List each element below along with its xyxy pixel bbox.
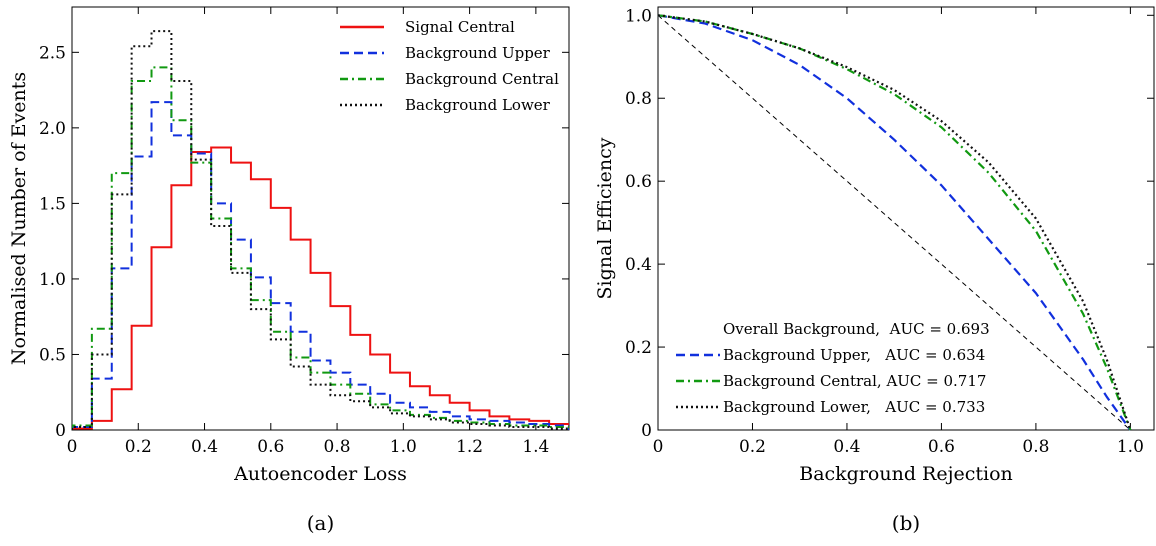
x-tick-label: 0.8 xyxy=(1022,437,1049,457)
legend-label: Signal Central xyxy=(405,18,515,36)
x-tick-label: 0.8 xyxy=(324,437,351,457)
x-tick-label: 1.4 xyxy=(522,437,549,457)
y-tick-label: 0.2 xyxy=(625,338,652,358)
x-tick-label: 0.2 xyxy=(739,437,766,457)
plot-frame xyxy=(71,6,570,431)
x-tick-label: 0.2 xyxy=(125,437,152,457)
x-tick-label: 1.0 xyxy=(1117,437,1144,457)
y-axis-label: Normalised Number of Events xyxy=(8,72,30,365)
legend-label: Background Lower, AUC = 0.733 xyxy=(723,398,985,416)
histogram-series-2 xyxy=(72,66,569,430)
y-tick-label: 1.5 xyxy=(39,194,66,214)
roc-panel: 0 0.2 0.4 0.6 0.8 1.0 0 0.2 0.4 0.6 0.8 1.0 Backgrou… xyxy=(594,6,1155,535)
y-tick-label: 2.0 xyxy=(39,119,66,139)
histogram-series-0 xyxy=(72,146,569,430)
x-tick-label: 0.6 xyxy=(257,437,284,457)
x-axis-label: Background Rejection xyxy=(799,463,1013,485)
x-tick-label: 1.2 xyxy=(456,437,483,457)
y-tick-label: 2.5 xyxy=(39,43,66,63)
y-tick-label: 0 xyxy=(55,421,66,441)
roc-series-1 xyxy=(657,14,1132,431)
legend-label: Background Upper xyxy=(405,44,551,62)
legend-label: Background Central, AUC = 0.717 xyxy=(723,372,986,390)
legend-label: Overall Background, AUC = 0.693 xyxy=(723,320,990,338)
roc-series-0 xyxy=(657,14,1131,431)
x-tick-label: 0 xyxy=(653,437,664,457)
legend-label: Background Upper, AUC = 0.634 xyxy=(723,346,985,364)
panel-caption: (a) xyxy=(307,511,335,535)
y-tick-label: 1.0 xyxy=(39,270,66,290)
x-tick-label: 0 xyxy=(67,437,78,457)
plot-frame xyxy=(657,6,1155,431)
y-tick-label: 0.8 xyxy=(625,89,652,109)
legend-label: Background Central xyxy=(405,70,559,88)
histogram-panel: 0 0.2 0.4 0.6 0.8 1.0 1.2 1.4 0 0.5 1.0 1.5 2.0 2.5 Au… xyxy=(8,6,570,535)
y-tick-label: 1.0 xyxy=(625,6,652,26)
x-tick-label: 0.4 xyxy=(833,437,860,457)
x-tick-label: 0.4 xyxy=(191,437,218,457)
x-tick-label: 0.6 xyxy=(928,437,955,457)
legend-label: Background Lower xyxy=(405,96,551,114)
y-tick-label: 0.5 xyxy=(39,345,66,365)
y-tick-label: 0.6 xyxy=(625,172,652,192)
histogram-series-3 xyxy=(72,30,569,430)
y-tick-label: 0 xyxy=(641,421,652,441)
x-tick-label: 1.0 xyxy=(390,437,417,457)
x-axis-label: Autoencoder Loss xyxy=(233,463,407,485)
histogram-series-1 xyxy=(72,101,569,430)
panel-caption: (b) xyxy=(892,511,920,535)
y-axis-label: Signal Efficiency xyxy=(594,137,616,299)
y-tick-label: 0.4 xyxy=(625,255,652,275)
